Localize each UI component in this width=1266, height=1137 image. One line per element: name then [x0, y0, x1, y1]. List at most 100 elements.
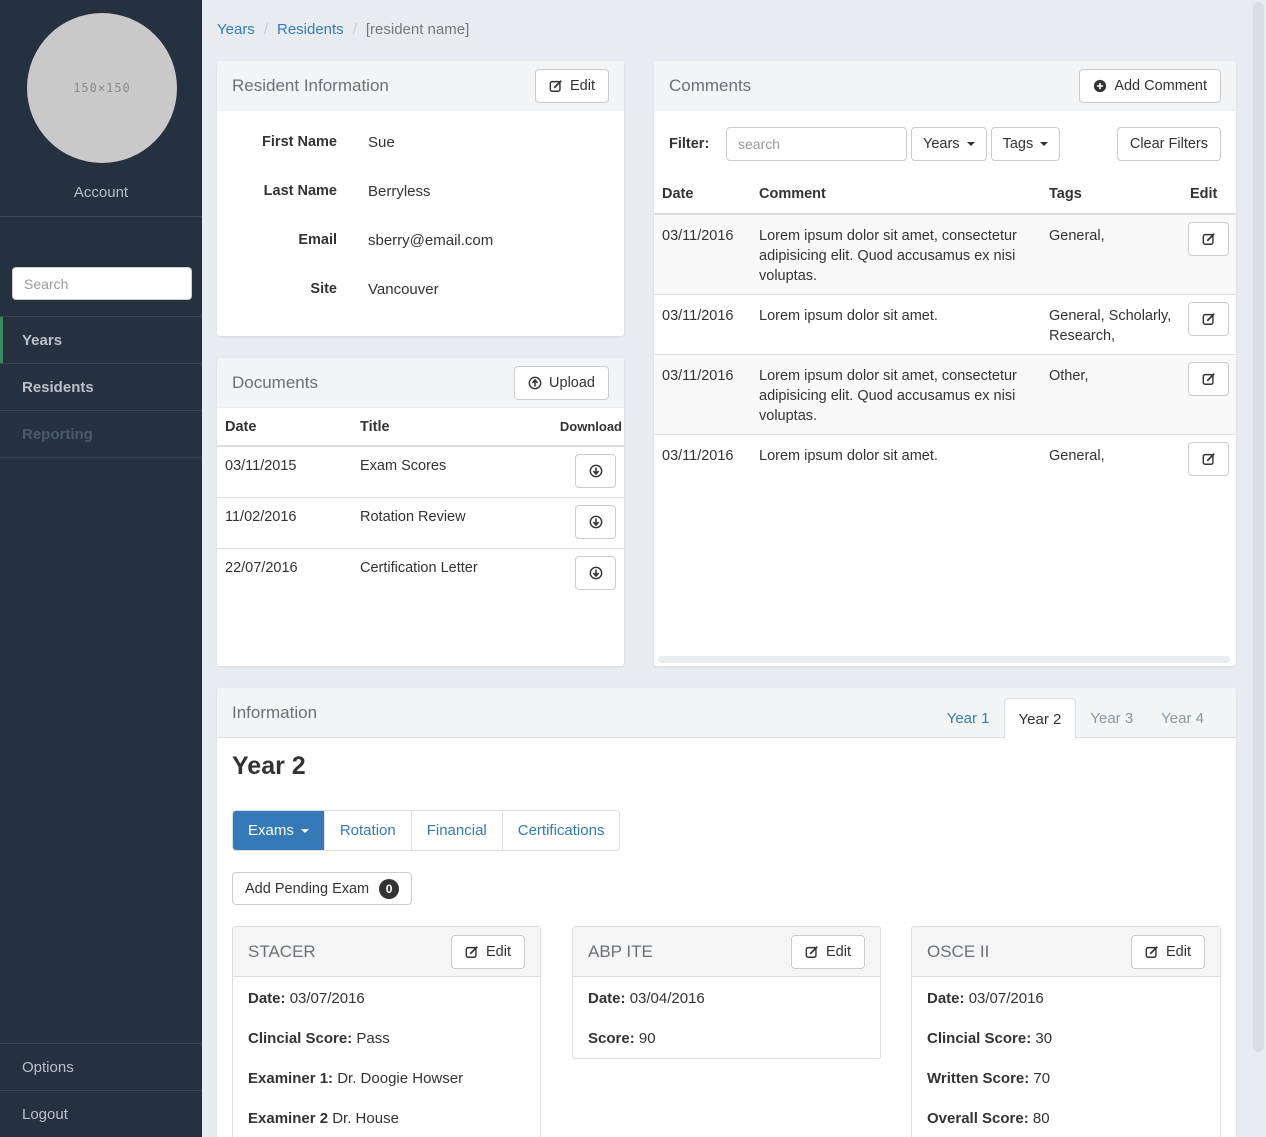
comments-panel: Comments Add Comment Filter: Years Tags … — [654, 61, 1236, 666]
edit-exam-button[interactable]: Edit — [451, 934, 525, 969]
exam-field-label: Date: — [927, 990, 965, 1007]
exam-field: Date: 03/07/2016 — [927, 990, 1044, 1007]
panel-header: Resident Information Edit — [217, 61, 624, 111]
edit-exam-button[interactable]: Edit — [1131, 934, 1205, 969]
breadcrumb-residents-link[interactable]: Residents — [276, 21, 344, 38]
avatar[interactable]: 150×150 — [27, 13, 177, 163]
info-row: Last Name Berryless — [217, 183, 624, 203]
comment-edit-cell — [1188, 354, 1236, 435]
account-link[interactable]: Account — [73, 184, 129, 201]
download-button[interactable] — [575, 454, 616, 488]
add-pending-exam-button[interactable]: Add Pending Exam 0 — [232, 872, 413, 905]
info-row: First Name Sue — [217, 134, 624, 154]
column-header: Title — [352, 408, 552, 447]
sidebar-item-logout[interactable]: Logout — [0, 1091, 202, 1137]
info-label: Last Name — [263, 183, 337, 199]
edit-comment-button[interactable] — [1188, 222, 1229, 256]
clear-filters-label: Clear Filters — [1129, 136, 1208, 152]
comment-date: 03/11/2016 — [654, 213, 751, 295]
subtab-financial[interactable]: Financial — [412, 811, 503, 850]
exam-field: Date: 03/07/2016 — [248, 990, 365, 1007]
upload-button[interactable]: Upload — [514, 365, 609, 400]
edit-resident-button[interactable]: Edit — [535, 68, 609, 103]
edit-comment-button[interactable] — [1188, 442, 1229, 476]
years-filter-dropdown[interactable]: Years — [911, 127, 987, 161]
exam-field-label: Examiner 1: — [248, 1070, 334, 1087]
caret-down-icon — [1040, 142, 1049, 146]
comment-text: Lorem ipsum dolor sit amet. — [751, 434, 1041, 476]
add-comment-button[interactable]: Add Comment — [1079, 68, 1221, 103]
sidebar-item-options[interactable]: Options — [0, 1044, 202, 1090]
tab-year-2[interactable]: Year 2 — [1003, 698, 1077, 739]
subtab-exams[interactable]: Exams — [233, 811, 325, 850]
comment-date: 03/11/2016 — [654, 434, 751, 476]
tab-year-4[interactable]: Year 4 — [1161, 710, 1204, 727]
sidebar-item-label: Residents — [22, 378, 94, 396]
subtab-label: Financial — [426, 822, 487, 839]
breadcrumb-current: [resident name] — [365, 21, 470, 38]
avatar-placeholder-text: 150×150 — [73, 81, 131, 95]
sidebar-item-residents[interactable]: Residents — [0, 364, 202, 410]
exam-field-value: 70 — [1033, 1070, 1051, 1087]
sidebar-divider — [0, 216, 202, 217]
sidebar-search-input[interactable] — [12, 267, 192, 300]
info-label: Email — [298, 232, 337, 248]
breadcrumb-separator: / — [352, 21, 357, 38]
subtab-label: Certifications — [517, 822, 605, 839]
page-scrollbar[interactable] — [1253, 2, 1264, 1052]
edit-icon — [805, 945, 818, 958]
edit-comment-button[interactable] — [1188, 302, 1229, 336]
comment-filter-bar: Filter: Years Tags Clear Filters — [669, 127, 1221, 161]
sidebar-item-reporting[interactable]: Reporting — [0, 411, 202, 457]
edit-comment-button[interactable] — [1188, 362, 1229, 396]
exam-field-value: 03/07/2016 — [968, 990, 1044, 1007]
comment-tags: Other, — [1041, 354, 1188, 435]
caret-down-icon — [300, 828, 309, 833]
edit-icon — [1202, 453, 1215, 465]
doc-download-cell — [551, 445, 624, 497]
subtab-certifications[interactable]: Certifications — [503, 811, 620, 850]
info-label: Site — [310, 281, 337, 297]
horizontal-scrollbar[interactable] — [658, 656, 1230, 663]
clear-filters-button[interactable]: Clear Filters — [1116, 127, 1221, 161]
tags-filter-dropdown[interactable]: Tags — [990, 127, 1061, 161]
exam-field: Clincial Score: 30 — [927, 1030, 1052, 1047]
upload-label: Upload — [549, 374, 595, 391]
tab-year-1[interactable]: Year 1 — [946, 710, 990, 727]
column-header: Tags — [1041, 174, 1188, 215]
sidebar-item-years[interactable]: Years — [0, 317, 202, 363]
column-header: Download — [551, 408, 624, 447]
caret-down-icon — [966, 142, 975, 146]
doc-date: 22/07/2016 — [217, 547, 352, 599]
table-header-row: Date Title Download — [217, 408, 624, 447]
exam-field-value: Dr. Doogie Howser — [337, 1070, 464, 1087]
panel-header: Comments Add Comment — [654, 61, 1236, 111]
exam-field-label: Overall Score: — [927, 1110, 1029, 1127]
download-button[interactable] — [575, 504, 616, 539]
subtab-rotation[interactable]: Rotation — [325, 811, 412, 850]
info-row: Email sberry@email.com — [217, 232, 624, 252]
edit-label: Edit — [826, 943, 851, 960]
year-heading: Year 2 — [232, 752, 306, 780]
sidebar-item-label: Reporting — [22, 425, 93, 443]
exam-field: Written Score: 70 — [927, 1070, 1050, 1087]
breadcrumb-separator: / — [263, 21, 268, 38]
edit-exam-button[interactable]: Edit — [791, 934, 865, 969]
edit-icon — [1202, 233, 1215, 245]
sidebar-divider — [0, 1090, 202, 1091]
exam-name: STACER — [248, 941, 316, 961]
edit-icon — [465, 945, 478, 958]
download-icon — [589, 464, 602, 478]
download-button[interactable] — [575, 555, 616, 590]
column-header: Comment — [751, 174, 1041, 215]
exam-field-label: Examiner 2 — [248, 1110, 329, 1127]
exam-card-header: OSCE II Edit — [912, 927, 1220, 977]
breadcrumb-years-link[interactable]: Years — [217, 21, 255, 38]
edit-icon — [1202, 373, 1215, 385]
add-pending-exam-label: Add Pending Exam — [245, 880, 370, 897]
exam-field-label: Date: — [588, 990, 626, 1007]
comment-search-input[interactable] — [726, 127, 907, 161]
tab-year-3[interactable]: Year 3 — [1090, 710, 1134, 727]
table-row: 03/11/2016 Lorem ipsum dolor sit amet, c… — [654, 354, 1236, 435]
breadcrumb: Years / Residents / [resident name] — [217, 21, 469, 38]
